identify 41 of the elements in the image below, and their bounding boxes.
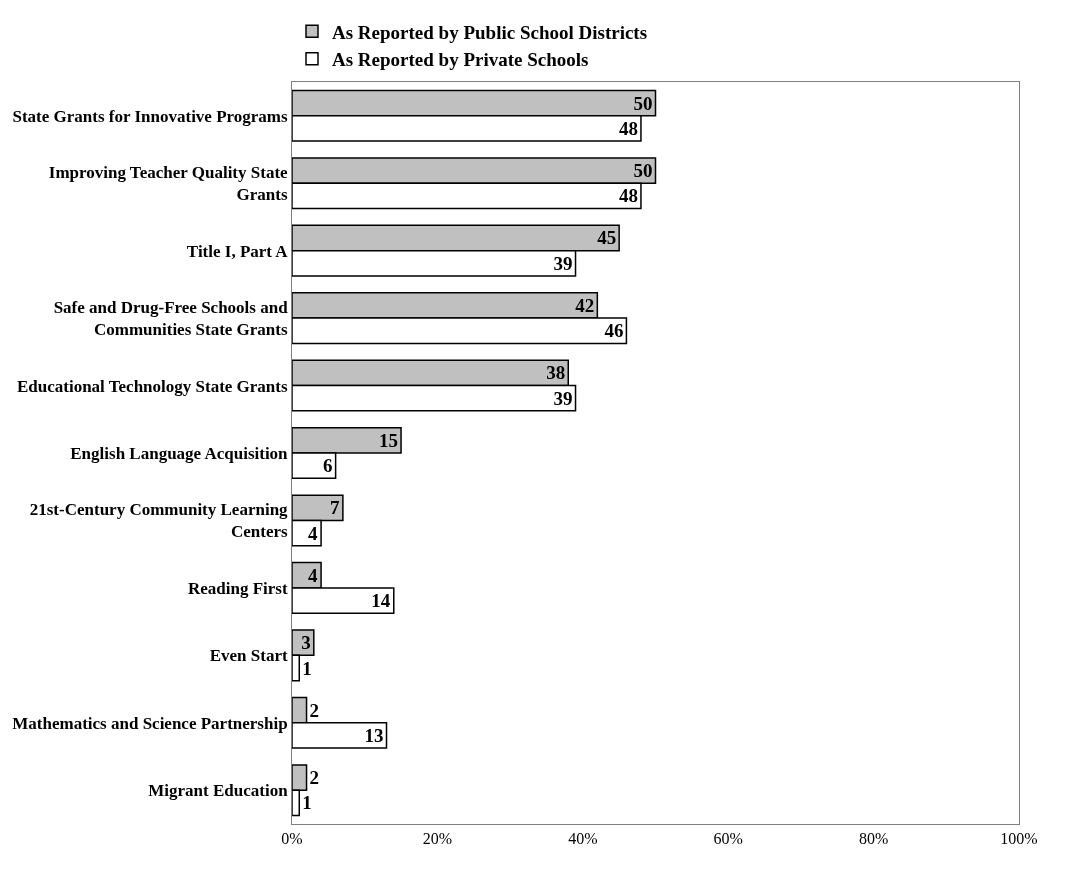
data-label: 46 — [604, 320, 624, 342]
x-tick-label: 40% — [568, 830, 598, 848]
x-tick-label: 20% — [422, 830, 453, 848]
data-label: 42 — [575, 294, 595, 316]
y-tick-label: Mathematics and Science Partnership — [12, 713, 288, 733]
data-label: 1 — [302, 657, 312, 679]
data-label: 45 — [597, 227, 617, 249]
y-tick-label: Title I, Part A — [186, 241, 289, 261]
data-label: 50 — [633, 160, 653, 182]
data-label: 2 — [309, 699, 320, 721]
y-tick-label: Educational Technology State Grants — [16, 376, 288, 396]
data-label: 3 — [301, 632, 311, 654]
data-label: 1 — [302, 792, 312, 814]
data-label: 48 — [618, 117, 638, 139]
data-label: 6 — [323, 455, 333, 477]
data-label: 50 — [633, 92, 653, 114]
data-label: 38 — [546, 362, 566, 384]
x-tick-label: 0% — [281, 830, 303, 848]
data-label: 48 — [618, 185, 638, 207]
data-label: 39 — [553, 252, 573, 274]
x-tick-label: 60% — [713, 830, 743, 848]
data-label: 15 — [379, 429, 399, 451]
x-tick-label: 80% — [858, 830, 889, 848]
data-label: 14 — [371, 590, 391, 612]
data-label: 13 — [364, 724, 384, 746]
y-tick-label: State Grants for Innovative Programs — [12, 106, 288, 126]
legend-label: As Reported by Public School Districts — [332, 21, 648, 43]
data-label: 39 — [553, 387, 573, 409]
y-tick-label: Improving Teacher Quality State Grants — [48, 163, 289, 205]
y-tick-label: Reading First — [187, 578, 288, 598]
data-label: 4 — [308, 564, 319, 586]
y-tick-label: English Language Acquisition — [70, 443, 289, 463]
data-label: 4 — [308, 522, 319, 544]
y-tick-label: 21st-Century Community Learning Centers — [29, 500, 289, 542]
x-tick-label: 100% — [1000, 830, 1038, 848]
legend-label: As Reported by Private Schools — [332, 49, 589, 71]
data-label: 7 — [329, 497, 340, 519]
y-tick-label: Migrant Education — [148, 781, 289, 801]
y-tick-label: Safe and Drug-Free Schools and Communities State Grants — [53, 297, 289, 340]
y-tick-label: Even Start — [209, 646, 288, 666]
data-label: 2 — [309, 767, 320, 789]
